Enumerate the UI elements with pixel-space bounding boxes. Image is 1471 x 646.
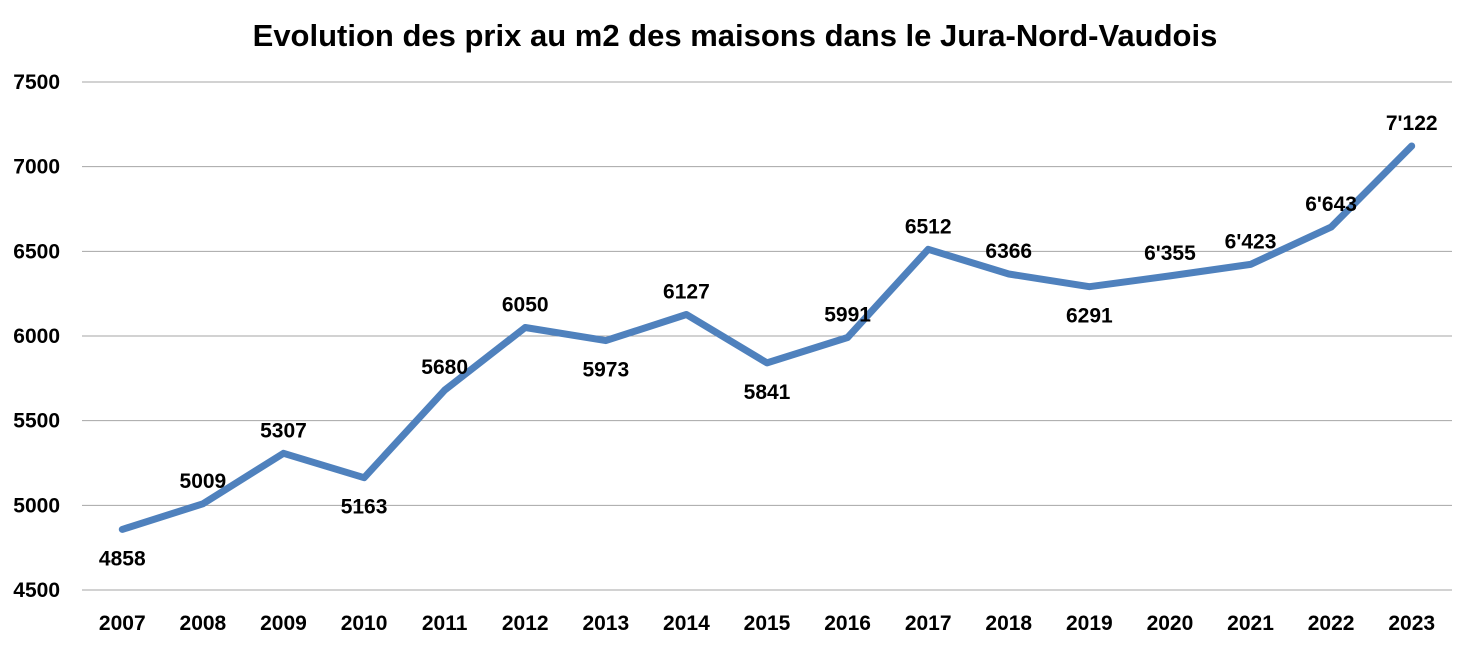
- data-label: 4858: [99, 547, 146, 570]
- data-label: 6291: [1066, 305, 1113, 328]
- x-tick-label: 2021: [1227, 612, 1274, 635]
- x-tick-label: 2022: [1308, 612, 1355, 635]
- data-label: 5841: [744, 381, 791, 404]
- x-tick-label: 2018: [985, 612, 1032, 635]
- x-tick-label: 2011: [422, 612, 468, 635]
- series-lines: [118, 142, 1416, 533]
- y-tick-label: 7500: [13, 71, 60, 94]
- data-label: 6'643: [1305, 193, 1357, 216]
- y-tick-label: 6500: [13, 240, 60, 263]
- x-axis-tick-labels: 2007 2008 2009 2010 2011 2012 2013 2014 2015 2016…: [99, 612, 1435, 635]
- x-tick-label: 2013: [582, 612, 629, 635]
- x-tick-label: 2009: [260, 612, 307, 635]
- x-tick-label: 2016: [824, 612, 871, 635]
- x-tick-label: 2008: [180, 612, 227, 635]
- gridlines: [82, 81, 1452, 591]
- x-tick-label: 2020: [1147, 612, 1194, 635]
- x-tick-label: 2014: [663, 612, 710, 635]
- x-tick-label: 2017: [905, 612, 952, 635]
- chart-title: Evolution des prix au m2 des maisons dan…: [253, 18, 1218, 53]
- x-tick-label: 2023: [1388, 612, 1435, 635]
- x-tick-label: 2007: [99, 612, 146, 635]
- x-tick-label: 2010: [341, 612, 388, 635]
- data-label: 6'423: [1225, 230, 1277, 253]
- data-label: 6366: [985, 240, 1032, 263]
- y-tick-label: 5500: [13, 410, 60, 433]
- x-tick-label: 2012: [502, 612, 549, 635]
- data-label: 6'355: [1144, 242, 1196, 265]
- data-label: 5163: [341, 496, 388, 519]
- x-tick-label: 2015: [744, 612, 791, 635]
- y-tick-label: 7000: [13, 156, 60, 179]
- data-label: 5307: [260, 419, 307, 442]
- data-label: 7'122: [1386, 112, 1438, 135]
- data-label: 5973: [582, 359, 629, 382]
- y-tick-label: 4500: [13, 579, 60, 602]
- x-tick-label: 2019: [1066, 612, 1113, 635]
- data-label: 5680: [421, 356, 468, 379]
- data-label: 6512: [905, 215, 952, 238]
- data-label: 5009: [180, 470, 227, 493]
- data-label: 6127: [663, 280, 710, 303]
- y-tick-label: 5000: [13, 494, 60, 517]
- series-line: [118, 142, 1416, 533]
- data-labels: 4858 5009 5307 5163 5680 6050 5973 6127 5841 5991…: [99, 112, 1438, 570]
- y-tick-label: 6000: [13, 325, 60, 348]
- data-label: 5991: [824, 304, 871, 327]
- data-label: 6050: [502, 294, 549, 317]
- y-axis-tick-labels: 7500 7000 6500 6000 5500 5000 4500: [13, 71, 60, 602]
